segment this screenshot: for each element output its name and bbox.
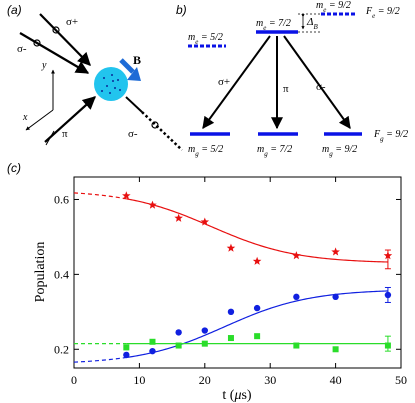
data-point-square	[149, 338, 156, 345]
data-point-star	[226, 243, 236, 252]
delta-label: ΔB	[306, 16, 318, 31]
data-point-circle	[293, 293, 300, 301]
data-point-star	[148, 200, 157, 209]
beam-sigma-minus-2-label: σ-	[128, 128, 138, 140]
panel-a-label: (a)	[7, 3, 22, 17]
x-tick-label: 50	[395, 373, 407, 387]
transition-sigma-minus	[283, 35, 351, 129]
data-markers	[122, 191, 393, 359]
data-point-square	[201, 340, 208, 347]
data-point-circle	[227, 308, 235, 316]
data-point-circle	[332, 293, 339, 301]
data-point-square	[332, 346, 339, 353]
y-tick-label: 0.6	[54, 192, 69, 206]
beam-out-waveplate	[151, 121, 159, 129]
beam-pi	[44, 96, 96, 143]
beam-out-solid	[125, 96, 143, 113]
x-tick-label: 30	[264, 373, 276, 387]
beam-sigma-plus-waveplate	[52, 26, 60, 34]
transition-sigma-plus	[202, 35, 271, 129]
y-tick-label: 0.2	[54, 342, 69, 356]
data-point-square	[175, 342, 182, 349]
data-point-circle	[123, 351, 130, 359]
fe-label: Fe = 9/2	[365, 6, 400, 20]
panel-c: (c) 0 10 20 30 40 50 0.2 0.4 0.6 Population t (μ…	[7, 161, 407, 403]
excited-level-7-2-label: me = 7/2	[256, 18, 291, 32]
axis-x-label: x	[22, 112, 28, 123]
data-point-square	[254, 333, 261, 340]
data-point-circle	[149, 347, 156, 355]
x-tick-label: 40	[330, 373, 342, 387]
panel-b: b) me = 5/2 me = 7/2 me = 9/2 Fe = 9/2 Δ…	[176, 0, 408, 158]
data-point-square	[227, 335, 234, 342]
panel-a: (a) σ+ σ- y x B π σ-	[7, 3, 183, 151]
fit-extrapolation-1	[73, 356, 127, 363]
panel-b-label: b)	[176, 3, 187, 17]
beam-sigma-plus-label: σ+	[66, 16, 78, 28]
data-point-circle	[201, 327, 208, 334]
atom-cloud	[94, 67, 128, 101]
data-point-star	[252, 256, 262, 265]
data-point-circle	[253, 304, 261, 312]
data-point-circle	[384, 291, 392, 299]
axis-x-arrow	[25, 109, 54, 131]
data-point-star	[383, 251, 393, 260]
plot-frame	[73, 176, 402, 369]
transition-sigma-plus-label: σ+	[218, 76, 230, 88]
beam-sigma-minus	[19, 32, 90, 74]
axis-y-label: y	[41, 60, 47, 71]
ground-level-9-2-label: mg = 9/2	[322, 144, 357, 158]
excited-level-5-2-label: me = 5/2	[188, 32, 223, 46]
transition-pi-label: π	[283, 83, 289, 95]
excited-level-9-2-label: me = 9/2	[316, 0, 351, 14]
field-arrow	[119, 58, 135, 74]
y-tick-label: 0.4	[54, 267, 69, 281]
transition-sigma-minus-label: σ-	[316, 81, 326, 93]
fit-curves	[73, 192, 388, 363]
beam-pi-label: π	[62, 128, 68, 140]
beam-sigma-minus-waveplate	[33, 39, 41, 47]
data-point-square	[293, 342, 300, 349]
data-point-star	[200, 217, 210, 226]
fit-curve-0	[126, 198, 388, 263]
fit-curve-1	[126, 290, 388, 359]
data-point-star	[174, 213, 183, 222]
x-tick-label: 0	[71, 373, 77, 387]
data-point-star	[292, 251, 301, 260]
beam-sigma-minus-label: σ-	[17, 43, 27, 55]
fg-label: Fg = 9/2	[373, 129, 408, 143]
beam-sigma-plus	[39, 13, 91, 66]
field-label: B	[133, 53, 141, 67]
ground-level-7-2-label: mg = 7/2	[257, 144, 292, 158]
x-tick-label: 10	[133, 373, 145, 387]
fit-extrapolation-0	[73, 192, 127, 200]
ground-level-5-2-label: mg = 5/2	[188, 144, 223, 158]
data-point-star	[122, 191, 131, 200]
x-axis-label: t (μs)	[222, 388, 252, 403]
panel-c-label: (c)	[7, 161, 21, 175]
data-point-circle	[175, 329, 182, 336]
beam-pi-polarization	[45, 130, 55, 146]
axis-ticks: 0 10 20 30 40 50 0.2 0.4 0.6	[54, 177, 407, 387]
data-point-star	[331, 247, 340, 256]
y-axis-label: Population	[33, 242, 48, 303]
data-point-square	[384, 342, 391, 349]
data-point-square	[123, 344, 130, 351]
field-arrow-head	[127, 67, 141, 81]
atom-dots	[101, 74, 121, 94]
beam-out-dotted	[141, 111, 183, 151]
x-tick-label: 20	[199, 373, 211, 387]
